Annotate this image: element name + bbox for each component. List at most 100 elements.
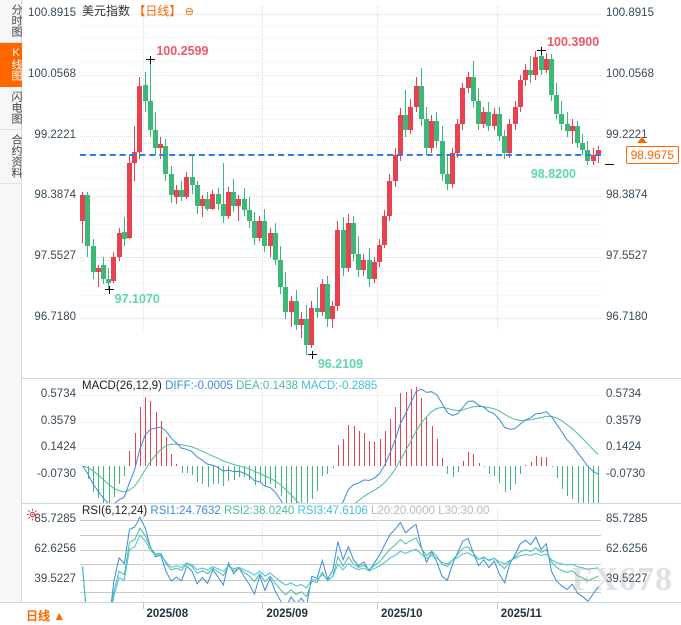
candle-body	[491, 113, 497, 126]
candlestick	[595, 0, 601, 378]
macd-histogram-bar	[416, 386, 418, 466]
rsi-axis-label-left: 39.5227	[34, 573, 76, 585]
annotation-low-3: 98.8200	[530, 166, 576, 181]
current-price-tag[interactable]: 98.9675	[625, 146, 679, 165]
macd-histogram-bar	[171, 453, 173, 466]
subgridline	[80, 37, 601, 39]
annotation-low-2: 96.2109	[317, 356, 364, 371]
candlestick	[257, 0, 263, 378]
macd-axis-label-left: -0.0730	[36, 468, 76, 480]
macd-histogram-bar	[567, 465, 569, 497]
candlestick	[434, 0, 440, 378]
price-chart-panel[interactable]: 美元指数 【日线】 ⊖ 100.8915 100.8915 100.0568 100.…	[22, 0, 681, 378]
candlestick	[80, 0, 86, 378]
candlestick	[116, 0, 122, 378]
subgridline	[80, 177, 601, 179]
candle-body	[595, 150, 601, 156]
candlestick	[533, 0, 539, 378]
macd-histogram-bar	[129, 451, 131, 466]
macd-histogram-bar	[124, 465, 126, 477]
candle-wick	[160, 137, 162, 160]
subgridline	[80, 224, 601, 226]
candlestick	[132, 0, 138, 378]
candle-body	[184, 176, 190, 197]
settings-sun-icon[interactable]	[26, 508, 39, 526]
annotation-high-1: 100.2599	[156, 44, 209, 58]
candle-body	[564, 124, 570, 132]
candle-body	[377, 245, 383, 263]
macd-histogram-bar	[593, 465, 595, 510]
candlestick	[90, 0, 96, 378]
date-axis-label: 2025/11	[500, 608, 542, 620]
candle-body	[356, 253, 362, 270]
subgridline	[80, 72, 601, 74]
candle-body	[476, 100, 482, 125]
candlestick	[481, 0, 487, 378]
candlestick	[455, 0, 461, 378]
price-axis-label-left: 98.3874	[34, 189, 76, 202]
macd-histogram-bar	[270, 465, 272, 485]
candlestick	[377, 0, 383, 378]
candlestick	[538, 0, 544, 378]
macd-histogram-bar	[572, 465, 574, 500]
macd-histogram-bar	[186, 465, 188, 474]
macd-panel[interactable]: MACD(26,12,9) DIFF:-0.0005 DEA:0.1438 MA…	[22, 379, 681, 534]
month-gridline	[376, 6, 378, 330]
macd-histogram-bar	[452, 465, 454, 478]
candlestick	[278, 0, 284, 378]
rsi-l20-value: L20:20.0000	[371, 505, 435, 517]
month-gridline	[262, 389, 264, 493]
macd-hist-value: MACD:-0.2885	[301, 380, 378, 392]
candlestick	[392, 0, 398, 378]
candlestick	[121, 0, 127, 378]
macd-histogram-bar	[551, 465, 553, 467]
price-axis-label-right: 97.5527	[606, 250, 648, 263]
sidebar-item-flash[interactable]: 闪电图	[0, 87, 22, 130]
candlestick	[439, 0, 445, 378]
candle-body	[116, 233, 122, 258]
candle-body	[429, 121, 435, 149]
macd-dea-value: DEA:0.1438	[236, 380, 299, 392]
candlestick	[246, 0, 252, 378]
annotation-marker	[104, 285, 114, 295]
candlestick	[491, 0, 497, 378]
macd-histogram-bar	[249, 465, 251, 480]
candlestick	[106, 0, 112, 378]
candlestick	[137, 0, 143, 378]
candlestick	[418, 0, 424, 378]
price-plot-area[interactable]: 100.8915 100.8915 100.0568 100.0568 99.2221 9…	[28, 0, 654, 378]
candle-body	[158, 144, 164, 149]
candle-body	[486, 111, 492, 126]
rsi-panel[interactable]: RSI(6,12,24) RSI1:24.7632 RSI2:38.0240 R…	[22, 504, 681, 625]
candlestick	[262, 0, 268, 378]
candle-body	[423, 118, 429, 149]
annotation-marker	[537, 46, 547, 56]
candlestick	[288, 0, 294, 378]
macd-histogram-bar	[306, 465, 308, 511]
candle-wick	[405, 89, 407, 138]
macd-histogram-bar	[379, 439, 381, 466]
collapse-icon[interactable]: ⊖	[184, 6, 194, 18]
candlestick	[309, 0, 315, 378]
sidebar-item-contract[interactable]: 合约资料	[0, 130, 22, 184]
candlestick	[85, 0, 91, 378]
period-selector-button[interactable]: 日线 ▲	[26, 609, 66, 623]
sidebar-item-intraday[interactable]: 分时图	[0, 0, 22, 43]
candle-body	[215, 194, 221, 205]
macd-histogram-bar	[363, 433, 365, 466]
month-gridline	[262, 508, 264, 597]
candle-body	[121, 231, 127, 240]
candlestick	[231, 0, 237, 378]
macd-histogram-bar	[577, 465, 579, 505]
macd-plot-area[interactable]: 0.5734 0.5734 0.3579 0.3579 0.1424 0.1424 -0.0…	[37, 379, 645, 534]
candle-body	[569, 126, 575, 132]
subgridline	[80, 166, 601, 167]
macd-histogram-bar	[275, 465, 277, 489]
annotation-high-2: 100.3900	[547, 34, 600, 49]
sidebar-item-kline[interactable]: K线图	[0, 43, 22, 87]
candlestick	[168, 0, 174, 378]
rsi-plot-area[interactable]: 85.7285 85.7285 62.6256 62.6256 39.5227 39.52…	[34, 504, 648, 625]
date-axis[interactable]: 日线 ▲ 2025/08 2025/09 2025/10 2025/11	[0, 602, 681, 625]
candlestick	[220, 0, 226, 378]
macd-histogram-bar	[103, 465, 105, 504]
